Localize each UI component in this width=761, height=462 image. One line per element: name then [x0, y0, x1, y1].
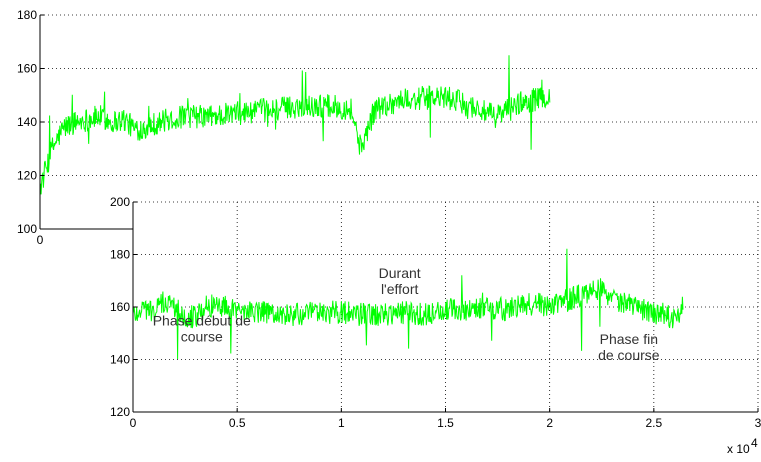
y-tick-label: 180: [110, 248, 130, 262]
annotation-line: l'effort: [381, 281, 419, 297]
x-tick-label: 3: [755, 416, 761, 430]
x-multiplier-exponent: 4: [751, 436, 758, 450]
annotation-line: Phase début de: [153, 312, 251, 328]
annotation-line: Durant: [379, 265, 421, 281]
y-tick-label: 160: [17, 62, 37, 76]
y-tick-label: 140: [17, 115, 37, 129]
x-multiplier-label: x 10: [727, 442, 750, 456]
y-tick-label: 160: [110, 300, 130, 314]
x-tick-label: 2: [546, 416, 553, 430]
annotation-line: de course: [598, 347, 660, 363]
plot-area: [40, 15, 758, 229]
x-tick-label: 0: [37, 233, 44, 247]
x-tick-label: 0: [130, 416, 137, 430]
y-tick-label: 120: [17, 169, 37, 183]
y-tick-label: 140: [110, 353, 130, 367]
x-tick-label: 1: [338, 416, 345, 430]
annotation-line: course: [181, 328, 223, 344]
y-tick-label: 200: [110, 195, 130, 209]
y-tick-label: 120: [110, 405, 130, 419]
x-tick-label: 2.5: [645, 416, 662, 430]
y-tick-label: 100: [17, 222, 37, 236]
x-tick-label: 0.5: [229, 416, 246, 430]
chart-bottom: 120 140 160 180 200 0 0.5 1 1.5 2 2.5 3 x 10 4 Phase d…: [110, 195, 761, 456]
annotation-line: Phase fin: [600, 331, 658, 347]
annotation-2: Durant l'effort: [379, 265, 421, 297]
x-tick-label: 1.5: [437, 416, 454, 430]
annotation-3: Phase fin de course: [598, 331, 660, 363]
y-tick-label: 180: [17, 8, 37, 22]
